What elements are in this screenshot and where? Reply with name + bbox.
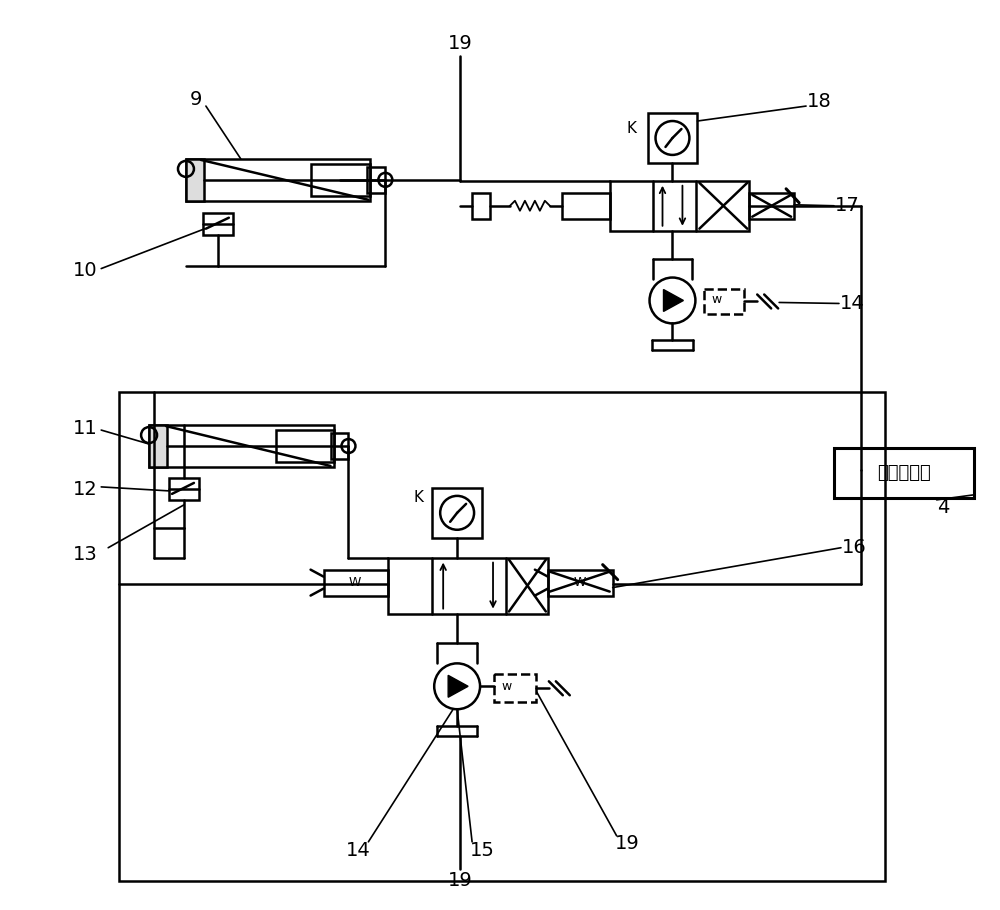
Bar	[324, 570, 388, 595]
Text: 16: 16	[842, 538, 866, 557]
Text: 4: 4	[937, 499, 950, 518]
Text: 9: 9	[190, 89, 202, 108]
Text: w: w	[711, 293, 721, 306]
Text: w: w	[502, 680, 512, 693]
Bar	[648, 113, 697, 163]
Text: K: K	[413, 490, 423, 505]
Bar	[276, 430, 334, 462]
Bar	[610, 181, 749, 231]
Bar	[388, 558, 548, 613]
Bar	[367, 167, 385, 193]
Bar	[548, 570, 613, 595]
Bar	[704, 288, 744, 315]
Bar	[186, 159, 370, 201]
Bar	[472, 193, 490, 218]
Bar	[186, 159, 204, 201]
Bar	[203, 213, 233, 235]
Text: 19: 19	[615, 834, 640, 854]
Bar	[119, 392, 885, 881]
Bar	[494, 674, 536, 703]
Bar	[834, 448, 974, 498]
Text: W: W	[574, 576, 586, 589]
Bar	[149, 425, 167, 467]
Bar	[749, 193, 794, 218]
Bar	[169, 478, 199, 500]
Bar	[331, 433, 348, 459]
Text: W: W	[348, 576, 361, 589]
Bar	[149, 425, 334, 467]
Polygon shape	[663, 289, 683, 311]
Bar	[562, 193, 610, 218]
Text: 19: 19	[448, 34, 472, 53]
Text: 13: 13	[73, 545, 98, 564]
Text: 18: 18	[807, 92, 831, 111]
Text: K: K	[627, 122, 637, 136]
Text: 17: 17	[835, 197, 859, 216]
Text: 11: 11	[73, 419, 98, 438]
Text: 12: 12	[73, 480, 98, 500]
Polygon shape	[448, 675, 468, 697]
Text: 14: 14	[346, 841, 371, 860]
Bar	[311, 164, 370, 196]
Text: 集成控制器: 集成控制器	[877, 464, 931, 482]
Text: 15: 15	[470, 841, 494, 860]
Text: 10: 10	[73, 261, 98, 280]
Text: 14: 14	[840, 294, 864, 313]
Bar	[432, 488, 482, 538]
Text: 19: 19	[448, 871, 472, 890]
